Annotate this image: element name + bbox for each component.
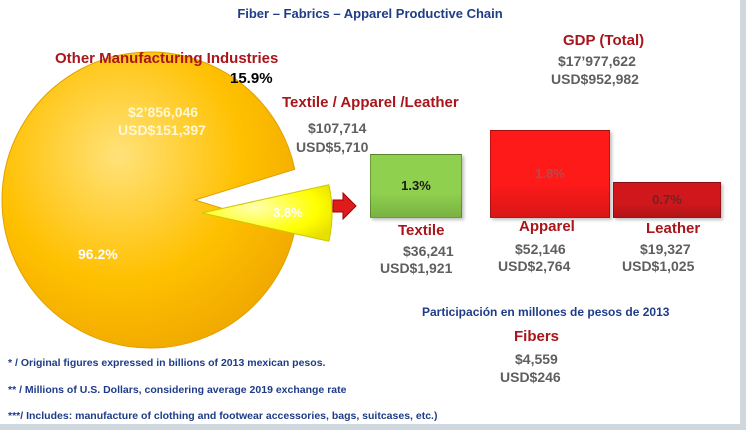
chart-title: Fiber – Fabrics – Apparel Productive Cha… (237, 6, 503, 21)
slice-label-3-8: 3.8% (273, 205, 303, 220)
other-manufacturing-usd: USD$151,397 (118, 122, 206, 138)
subsector-box-leather: 0.7% (613, 182, 721, 218)
subsector-pct-leather: 0.7% (652, 192, 682, 207)
apparel-label: Apparel (519, 218, 575, 235)
textile-apparel-leather-mxn: $107,714 (308, 120, 367, 136)
textile-apparel-leather-usd: USD$5,710 (296, 139, 369, 155)
fibers-mxn: $4,559 (515, 351, 558, 367)
footnote-2: ** / Millions of U.S. Dollars, consideri… (8, 384, 347, 396)
participation-note: Participación en millones de pesos de 20… (422, 305, 670, 319)
apparel-mxn: $52,146 (515, 241, 566, 257)
other-manufacturing-label: Other Manufacturing Industries (55, 50, 279, 67)
leather-label: Leather (646, 220, 701, 237)
textile-label: Textile (398, 222, 445, 239)
leather-usd: USD$1,025 (622, 258, 695, 274)
fibers-usd: USD$246 (500, 369, 561, 385)
textile-usd: USD$1,921 (380, 260, 453, 276)
arrow-icon (332, 191, 357, 221)
subsector-pct-apparel: 1.8% (535, 166, 565, 181)
gdp-mxn: $17’977,622 (558, 53, 636, 69)
gdp-label: GDP (Total) (563, 32, 645, 49)
pie-slice-other-manufacturing (1, 51, 296, 349)
textile-mxn: $36,241 (403, 243, 454, 259)
subsector-box-textile: 1.3% (370, 154, 462, 218)
slice-label-96: 96.2% (78, 246, 118, 262)
fibers-label: Fibers (514, 328, 560, 345)
apparel-usd: USD$2,764 (498, 258, 571, 274)
subsector-box-apparel: 1.8% (490, 130, 610, 218)
subsector-pct-textile: 1.3% (401, 178, 431, 193)
textile-apparel-leather-label: Textile / Apparel /Leather (282, 94, 459, 111)
leather-mxn: $19,327 (640, 241, 691, 257)
other-manufacturing-pct: 15.9% (230, 70, 273, 87)
pie-slice-textile-apparel-leather (201, 184, 333, 242)
gdp-usd: USD$952,982 (551, 71, 639, 87)
other-manufacturing-mxn: $2’856,046 (128, 104, 199, 120)
footnote-1: * / Original figures expressed in billio… (8, 357, 326, 369)
footnote-3: ***/ Includes: manufacture of clothing a… (8, 410, 438, 422)
